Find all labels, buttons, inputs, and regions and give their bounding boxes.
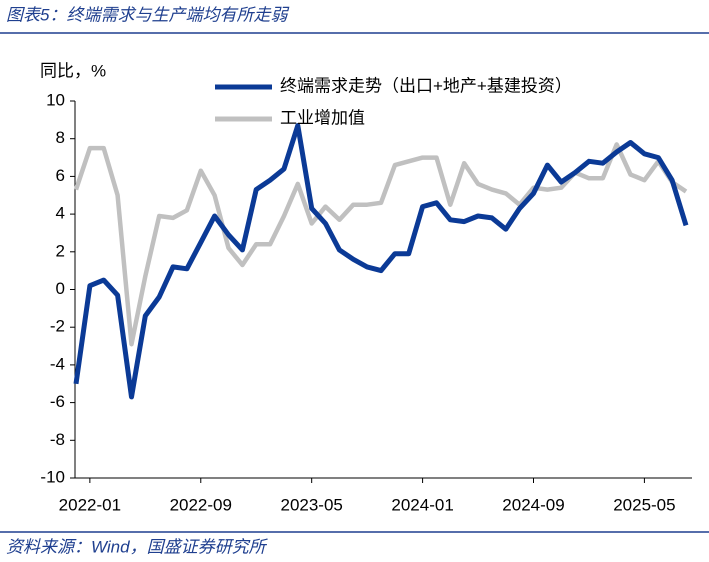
y-axis-label: 同比，% (40, 61, 106, 80)
y-tick-label: 2 (56, 241, 65, 260)
legend-label: 终端需求走势（出口+地产+基建投资） (280, 76, 572, 95)
x-tick-label: 2022-01 (59, 495, 121, 514)
y-tick-label: -2 (50, 317, 65, 336)
x-tick-label: 2024-01 (391, 495, 453, 514)
y-tick-label: -10 (40, 467, 65, 486)
x-tick-label: 2025-05 (613, 495, 675, 514)
y-tick-label: 8 (56, 128, 65, 147)
x-tick-label: 2024-09 (502, 495, 564, 514)
y-tick-label: 4 (56, 204, 65, 223)
series-line (73, 142, 688, 347)
chart-title: 图表5：终端需求与生产端均有所走弱 (6, 5, 289, 24)
y-tick-label: -4 (50, 354, 65, 373)
y-tick-label: -6 (50, 392, 65, 411)
series-line (73, 123, 689, 400)
x-tick-label: 2023-05 (280, 495, 342, 514)
y-tick-label: -8 (50, 430, 65, 449)
y-tick-label: 6 (56, 166, 65, 185)
source: 资料来源：Wind，国盛证券研究所 (6, 537, 269, 556)
x-tick-label: 2022-09 (170, 495, 232, 514)
y-tick-label: 10 (46, 90, 65, 109)
legend-label: 工业增加值 (280, 108, 365, 127)
y-tick-label: 0 (56, 279, 65, 298)
